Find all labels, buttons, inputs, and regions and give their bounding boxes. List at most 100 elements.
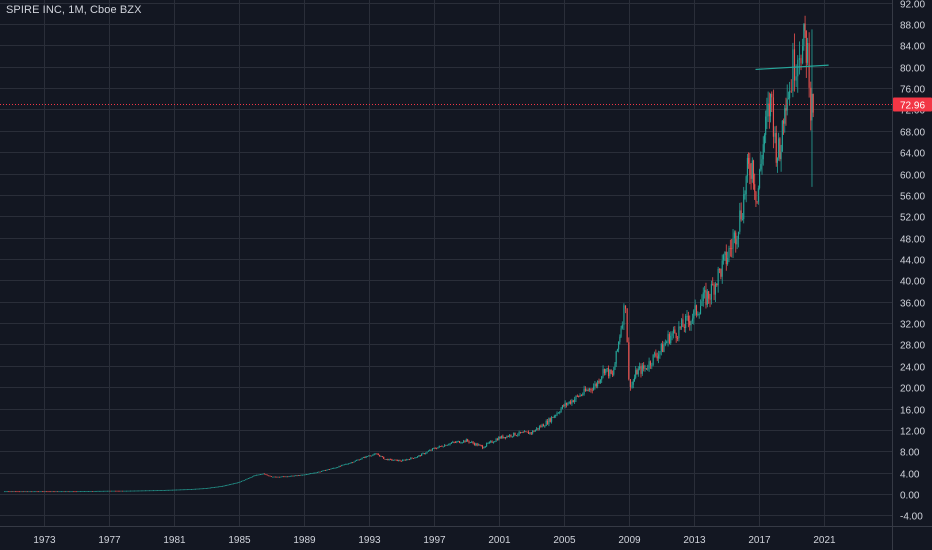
candle-body bbox=[47, 491, 49, 493]
candle-body bbox=[20, 491, 22, 493]
candle-body bbox=[412, 458, 415, 459]
candle-body bbox=[453, 441, 455, 443]
candle-body bbox=[513, 432, 515, 437]
candle-body bbox=[220, 486, 222, 487]
candle-body bbox=[575, 395, 577, 400]
candle-body bbox=[245, 479, 247, 481]
candle-body bbox=[71, 491, 73, 493]
candle-body bbox=[90, 491, 92, 492]
candle-body bbox=[756, 201, 758, 203]
chart-title: SPIRE INC, 1M, Cboe BZX bbox=[6, 4, 142, 16]
candle-body bbox=[582, 394, 584, 396]
y-tick-label: 20.00 bbox=[900, 384, 925, 395]
candle-body bbox=[213, 486, 216, 488]
candle-body bbox=[768, 103, 770, 117]
candle-body bbox=[620, 328, 622, 337]
candle-body bbox=[300, 474, 302, 476]
candle-body bbox=[364, 457, 366, 458]
candle-body bbox=[487, 443, 489, 445]
candle-body bbox=[689, 321, 691, 326]
candle-body bbox=[500, 435, 503, 439]
candle-body bbox=[532, 430, 534, 434]
candle-body bbox=[407, 459, 409, 461]
candle-body bbox=[525, 431, 527, 433]
candle-body bbox=[249, 477, 251, 479]
candle-body bbox=[334, 467, 336, 469]
candle-body bbox=[123, 490, 125, 492]
candle-body bbox=[295, 475, 297, 477]
candle-body bbox=[628, 342, 630, 380]
y-tick-label: 24.00 bbox=[900, 363, 925, 374]
candle-body bbox=[752, 160, 755, 185]
vertical-grid bbox=[44, 0, 825, 526]
candle-body bbox=[270, 476, 272, 478]
candle-body bbox=[398, 460, 400, 462]
candle-body bbox=[305, 474, 308, 475]
candle-body bbox=[365, 456, 367, 458]
candle-body bbox=[360, 459, 362, 460]
candle-body bbox=[159, 490, 161, 491]
candle-body bbox=[182, 489, 184, 491]
candle-body bbox=[593, 386, 595, 391]
candle-body bbox=[414, 457, 416, 459]
candle-body bbox=[433, 447, 435, 449]
candle-body bbox=[157, 490, 159, 492]
candle-body bbox=[417, 456, 419, 458]
candle-body bbox=[380, 456, 382, 457]
candle-body bbox=[533, 430, 535, 432]
candle-body bbox=[82, 491, 84, 492]
candle-body bbox=[619, 336, 621, 342]
candle-body bbox=[762, 144, 764, 160]
candle-body bbox=[632, 381, 634, 385]
candle-body bbox=[70, 491, 72, 493]
candle-body bbox=[408, 459, 410, 461]
candle-body bbox=[177, 489, 179, 491]
candle-body bbox=[648, 361, 650, 369]
candle-body bbox=[609, 369, 611, 377]
candle-body bbox=[704, 289, 706, 293]
candle-body bbox=[116, 490, 118, 492]
candle-body bbox=[23, 491, 25, 493]
candle-body bbox=[749, 163, 751, 176]
candle-body bbox=[89, 491, 91, 492]
candle-body bbox=[176, 489, 178, 491]
candle-body bbox=[697, 314, 699, 316]
candle-body bbox=[601, 376, 603, 380]
candle-body bbox=[85, 491, 87, 492]
candle-body bbox=[385, 459, 387, 460]
candle-body bbox=[258, 474, 260, 476]
candle-body bbox=[399, 460, 401, 461]
candle-body bbox=[308, 473, 310, 475]
candle-body bbox=[681, 319, 683, 328]
y-tick-label: 12.00 bbox=[900, 427, 925, 438]
candle-body bbox=[670, 335, 672, 344]
candle-body bbox=[219, 486, 221, 488]
candle-body bbox=[307, 474, 309, 475]
candle-body bbox=[574, 399, 576, 403]
candle-body bbox=[39, 491, 41, 493]
candle-body bbox=[522, 432, 524, 434]
candle-body bbox=[579, 394, 581, 397]
candle-body bbox=[272, 476, 274, 478]
candle-body bbox=[75, 491, 77, 493]
y-tick-label: 80.00 bbox=[900, 64, 925, 75]
candle-body bbox=[598, 380, 600, 383]
candle-body bbox=[555, 415, 557, 416]
candle-body bbox=[389, 458, 392, 460]
candle-body bbox=[10, 491, 12, 493]
candle-body bbox=[567, 403, 569, 405]
candle-body bbox=[725, 251, 727, 265]
time-axis[interactable]: 1973 1977 1981 1985 1989 1993 1997 2001 2005 2009… bbox=[33, 535, 836, 546]
candle-body bbox=[162, 490, 164, 491]
candle-body bbox=[456, 441, 458, 443]
candle-body bbox=[288, 476, 290, 478]
candle-body bbox=[33, 491, 35, 493]
candle-body bbox=[774, 133, 776, 137]
candle-body bbox=[727, 258, 729, 265]
candle-body bbox=[757, 188, 759, 202]
candle-body bbox=[255, 474, 257, 476]
candle-body bbox=[17, 491, 19, 493]
candle-body bbox=[147, 490, 149, 492]
candle-body bbox=[92, 491, 94, 492]
